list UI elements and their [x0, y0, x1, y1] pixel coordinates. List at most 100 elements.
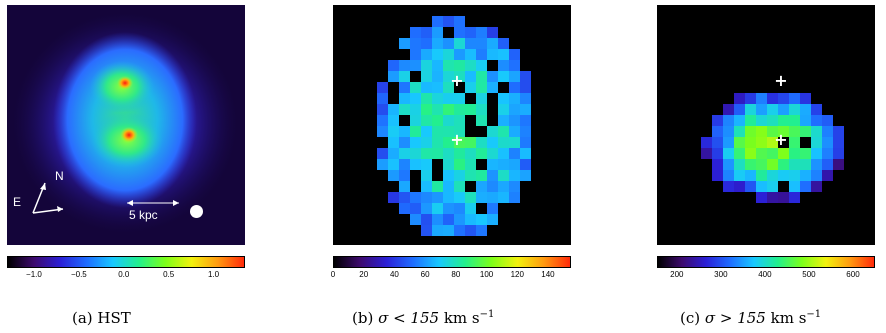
hst-image-svg — [7, 5, 245, 245]
map-pixel — [723, 159, 734, 170]
map-pixel — [520, 137, 531, 148]
map-pixel — [454, 104, 465, 115]
map-pixel — [432, 192, 443, 203]
map-pixel — [465, 159, 476, 170]
map-pixel — [454, 214, 465, 225]
map-pixel — [454, 137, 465, 148]
map-pixel — [833, 137, 844, 148]
map-pixel — [465, 192, 476, 203]
map-pixel — [800, 115, 811, 126]
low-sigma-map — [333, 5, 571, 245]
map-pixel — [767, 104, 778, 115]
map-pixel — [465, 104, 476, 115]
map-pixel — [454, 38, 465, 49]
map-pixel — [800, 159, 811, 170]
map-pixel — [778, 93, 789, 104]
map-pixel — [421, 214, 432, 225]
map-pixel — [712, 126, 723, 137]
map-pixel — [509, 71, 520, 82]
map-pixel — [811, 159, 822, 170]
map-pixel — [443, 126, 454, 137]
map-pixel — [734, 104, 745, 115]
map-pixel — [487, 38, 498, 49]
map-pixel — [509, 148, 520, 159]
map-pixel — [487, 82, 498, 93]
map-pixel — [789, 126, 800, 137]
map-pixel — [399, 71, 410, 82]
map-pixel — [498, 148, 509, 159]
map-pixel — [520, 71, 531, 82]
colorbar-tick-label: −1.0 — [26, 270, 42, 279]
map-pixel — [811, 115, 822, 126]
map-pixel — [701, 137, 712, 148]
scale-bar-label: 5 kpc — [129, 208, 158, 222]
map-pixel — [454, 192, 465, 203]
map-pixel — [811, 137, 822, 148]
map-pixel — [421, 71, 432, 82]
map-pixel — [723, 137, 734, 148]
map-pixel — [399, 82, 410, 93]
colorbar-tick-label: 20 — [359, 270, 369, 279]
map-pixel — [421, 192, 432, 203]
map-pixel — [465, 203, 476, 214]
map-pixel — [756, 192, 767, 203]
map-pixel — [410, 126, 421, 137]
map-pixel — [465, 137, 476, 148]
map-pixel — [520, 126, 531, 137]
map-pixel — [377, 126, 388, 137]
map-pixel — [476, 170, 487, 181]
map-pixel — [756, 159, 767, 170]
map-pixel — [432, 71, 443, 82]
map-pixel — [712, 170, 723, 181]
colorbar-tick-label: 40 — [389, 270, 399, 279]
map-pixel — [811, 181, 822, 192]
map-pixel — [476, 71, 487, 82]
map-pixel — [454, 27, 465, 38]
map-pixel — [833, 148, 844, 159]
map-pixel — [476, 214, 487, 225]
map-pixel — [410, 27, 421, 38]
map-pixel — [443, 38, 454, 49]
map-pixel — [509, 192, 520, 203]
map-pixel — [410, 104, 421, 115]
map-pixel — [498, 49, 509, 60]
map-pixel — [421, 170, 432, 181]
map-pixel — [734, 93, 745, 104]
map-pixel — [399, 148, 410, 159]
colorbar-tick-label: 140 — [541, 270, 555, 279]
colorbar-tick-label: 0.5 — [163, 270, 175, 279]
colorbar-tick-label: 200 — [670, 270, 684, 279]
map-pixel — [509, 126, 520, 137]
map-pixel — [421, 49, 432, 60]
caption-low-sigma: (b) σ < 155 km s−1 — [352, 309, 494, 327]
map-pixel — [443, 203, 454, 214]
map-pixel — [498, 170, 509, 181]
panel-hst: N E 5 kpc — [7, 5, 245, 245]
map-pixel — [734, 126, 745, 137]
map-pixel — [756, 137, 767, 148]
map-pixel — [498, 93, 509, 104]
map-pixel — [443, 225, 454, 236]
map-pixel — [421, 181, 432, 192]
colorbar-low-sigma-ticks: 0 20 40 60 80 100 120 140 — [331, 270, 571, 284]
map-pixel — [778, 148, 789, 159]
nucleus-marker-south: + — [450, 130, 464, 149]
scale-bar — [127, 200, 179, 206]
map-pixel — [745, 159, 756, 170]
map-pixel — [454, 225, 465, 236]
map-pixel — [388, 170, 399, 181]
map-pixel — [443, 214, 454, 225]
map-pixel — [789, 104, 800, 115]
map-pixel — [432, 60, 443, 71]
map-pixel — [520, 115, 531, 126]
map-pixel — [399, 170, 410, 181]
map-pixel — [789, 137, 800, 148]
map-pixel — [432, 181, 443, 192]
map-pixel — [465, 60, 476, 71]
map-pixel — [421, 82, 432, 93]
map-pixel — [487, 137, 498, 148]
map-pixel — [734, 137, 745, 148]
high-sigma-map — [657, 5, 875, 245]
map-pixel — [756, 126, 767, 137]
map-pixel — [432, 115, 443, 126]
